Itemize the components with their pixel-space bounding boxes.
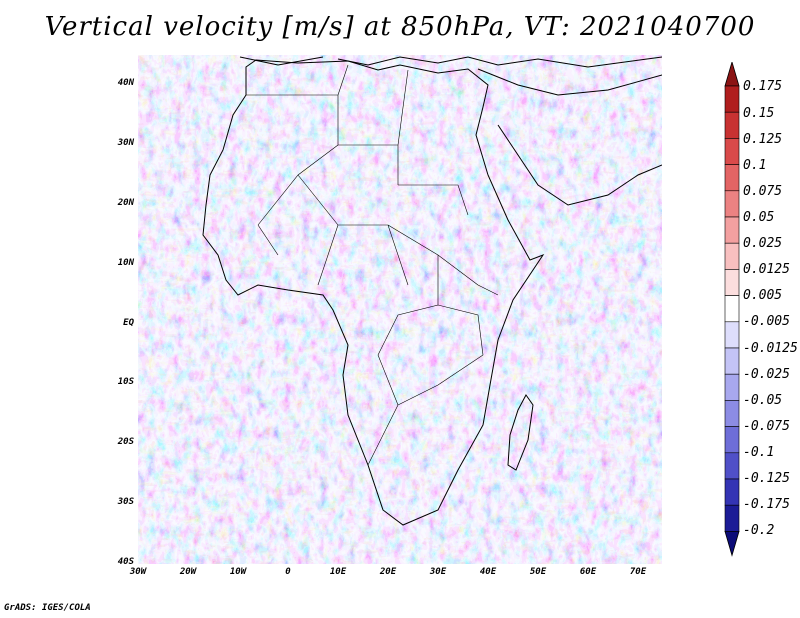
colorbar-arrow-bottom [724,530,740,557]
colorbar-label: 0.0125 [743,262,790,277]
colorbar-swatch [724,426,740,454]
colorbar-swatch [724,190,740,218]
madagascar-outline [507,394,534,471]
lon-label-50e: 50E [529,567,547,577]
plot-title: Vertical velocity [m/s] at 850hPa, VT: 2… [44,12,756,42]
colorbar-arrow-top [724,62,740,87]
africa-outline [202,59,545,526]
lat-label-10n: 10N [117,258,134,268]
lat-label-20s: 20S [117,437,134,447]
colorbar-label: -0.075 [743,419,790,434]
lon-label-20w: 20W [179,567,197,577]
lon-label-30w: 30W [129,567,147,577]
colorbar-label: -0.175 [743,497,790,512]
lon-label-0: 0 [285,567,291,577]
colorbar-swatch [724,269,740,296]
lon-label-70e: 70E [629,567,647,577]
colorbar-label: 0.05 [743,210,775,225]
colorbar-label: -0.05 [743,393,783,408]
lon-label-60e: 60E [579,567,597,577]
europe-outline [239,56,662,68]
lat-label-30n: 30N [117,138,134,148]
colorbar-swatch [724,373,740,401]
colorbar-swatch [724,216,740,244]
lat-label-20n: 20N [117,198,134,208]
colorbar-label: 0.175 [743,79,783,94]
colorbar-swatch [724,295,740,323]
colorbar-swatch [724,164,740,192]
colorbar-swatch [724,138,740,165]
colorbar-label: 0.125 [743,132,783,147]
lat-label-40s: 40S [117,557,134,567]
lon-label-10e: 10E [329,567,347,577]
vertical-velocity-map [138,55,662,564]
colorbar-swatch [724,242,740,270]
colorbar-swatch [724,347,740,375]
colorbar-label: -0.1 [743,445,775,460]
lat-label-10s: 10S [117,377,134,387]
lon-label-30e: 30E [429,567,447,577]
coastlines [202,56,662,526]
colorbar-label: -0.0125 [743,341,798,356]
colorbar-label: -0.2 [743,523,775,538]
colorbar-swatch [724,452,740,480]
country-borders [246,64,499,466]
lat-label-eq: EQ [123,318,134,328]
colorbar-label: -0.025 [743,367,790,382]
lat-label-30s: 30S [117,497,134,507]
lat-label-40n: 40N [117,78,134,88]
map-plot-area [138,55,662,564]
colorbar-label: 0.025 [743,236,783,251]
colorbar-label: 0.005 [743,288,783,303]
colorbar-swatch [724,400,740,427]
colorbar-label: -0.005 [743,314,790,329]
colorbar-label: 0.15 [743,106,775,121]
colorbar-swatch [724,321,740,349]
colorbar-label: 0.1 [743,158,767,173]
lon-label-10w: 10W [229,567,247,577]
colorbar-swatch [724,478,740,506]
colorbar-label: -0.125 [743,471,790,486]
lon-label-40e: 40E [479,567,497,577]
arabia-outline [477,68,662,206]
credit-text: GrADS: IGES/COLA [4,603,91,613]
colorbar [724,62,740,557]
colorbar-label: 0.075 [743,184,783,199]
velocity-field-detail [138,55,662,564]
lon-label-20e: 20E [379,567,397,577]
colorbar-swatch [724,504,740,532]
colorbar-swatch [724,111,740,139]
colorbar-swatch [724,85,740,113]
